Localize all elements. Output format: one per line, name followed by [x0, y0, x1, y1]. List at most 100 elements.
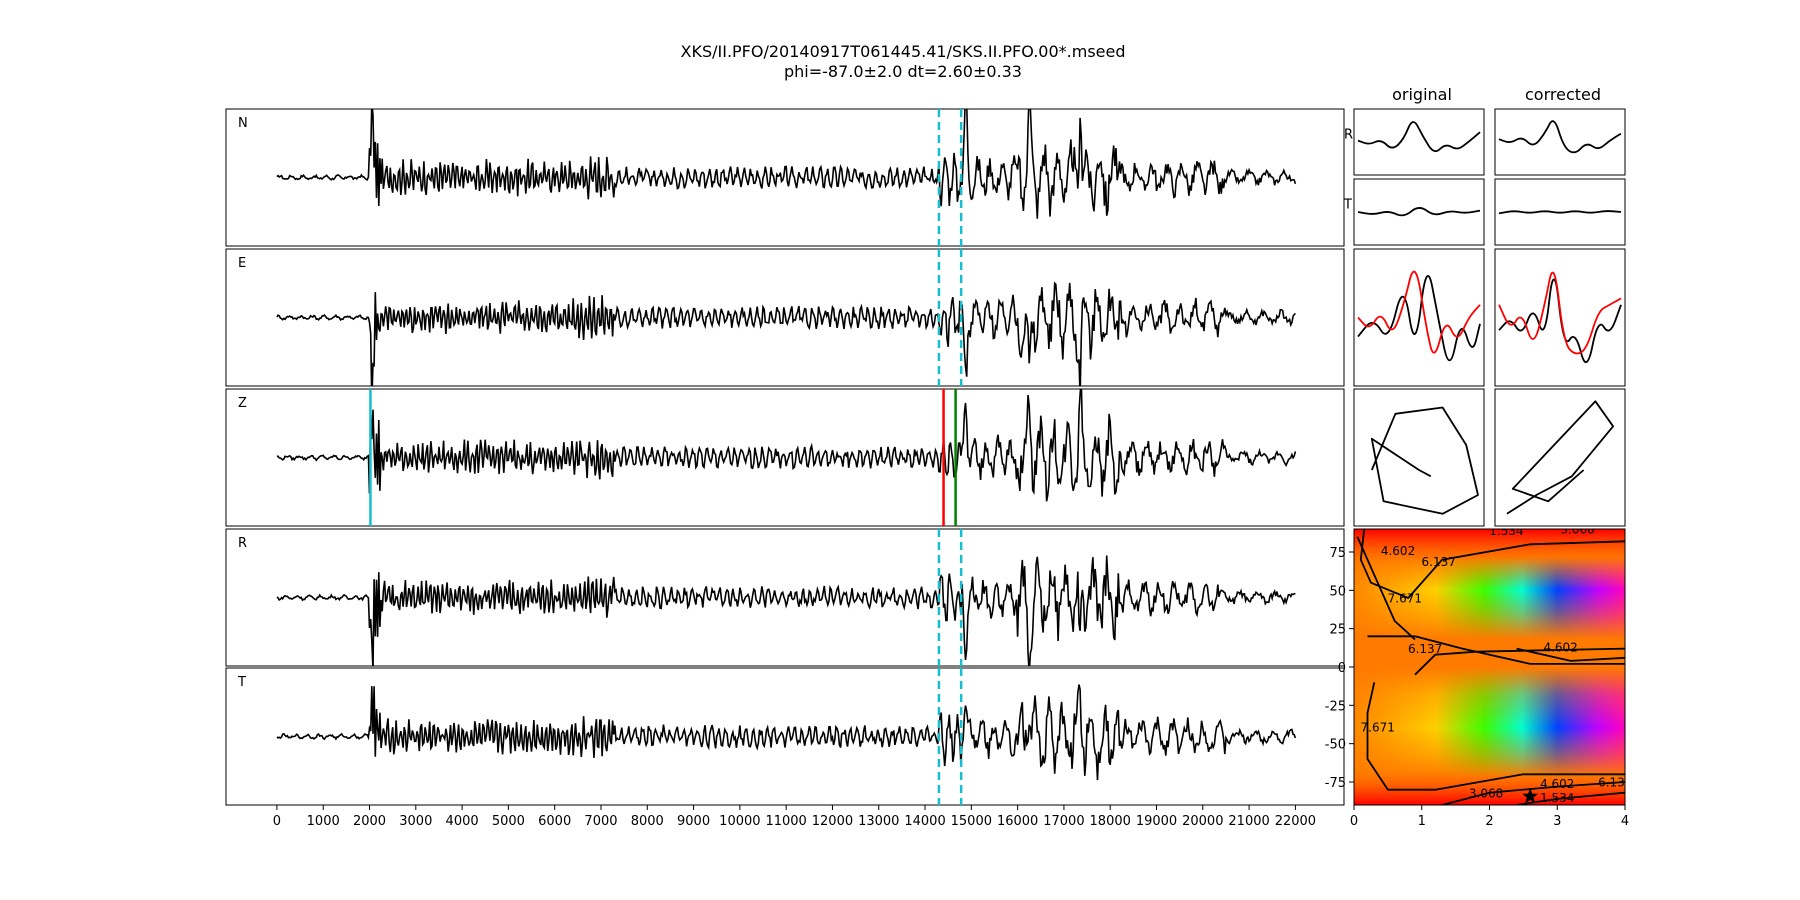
- trace-line: [276, 109, 1297, 219]
- x-tick-label: 20000: [1182, 814, 1223, 829]
- panel-frame: [225, 528, 1345, 667]
- contour-line: [1441, 781, 1625, 805]
- panel-frame: [1353, 248, 1485, 387]
- panel-label: N: [238, 116, 248, 131]
- trace-line: [276, 281, 1296, 386]
- x-tick-label: 16000: [997, 814, 1038, 829]
- panel-frame: [225, 667, 1345, 806]
- original-panel-3: [1353, 388, 1485, 527]
- series-line: [1357, 121, 1481, 153]
- original-panel-2: [1353, 248, 1485, 387]
- contour-label: 3.068: [1560, 523, 1594, 537]
- x-tick-label: 22000: [1275, 814, 1316, 829]
- y-tick-label: -75: [1325, 776, 1346, 791]
- waveform-panel-z: Z: [225, 388, 1345, 527]
- panel-frame: [1494, 388, 1626, 527]
- trace-line: [276, 389, 1297, 502]
- contour-line: [1516, 791, 1625, 805]
- x-tick-label: 21000: [1228, 814, 1269, 829]
- contour-line: [1414, 647, 1625, 676]
- x-tick-label: 13000: [858, 814, 899, 829]
- series-line: [1370, 406, 1479, 515]
- waveform-panels: N E Z R T 0 1000 2000 3000 4000 5000 6000 7000 8000 90…: [225, 108, 1345, 829]
- y-tick-label: -25: [1325, 699, 1346, 714]
- panel-label: Z: [238, 396, 247, 411]
- x-tick-label: 4000: [446, 814, 479, 829]
- waveform-panel-n: N: [225, 108, 1345, 247]
- contour-label: 3.068: [1469, 786, 1503, 800]
- contour-label: 6.137: [1408, 642, 1442, 656]
- x-tick-label: 17000: [1043, 814, 1084, 829]
- y-tick-label: 75: [1329, 546, 1346, 561]
- x-tick-label: 10000: [719, 814, 760, 829]
- figure-title: XKS/II.PFO/20140917T061445.41/SKS.II.PFO…: [681, 42, 1126, 61]
- series-line: [1498, 278, 1622, 363]
- contour-line: [1356, 536, 1416, 641]
- original-panel-1: T: [1343, 178, 1485, 246]
- contour-label: 4.602: [1540, 777, 1574, 791]
- x-tick-label: 1000: [307, 814, 340, 829]
- series-line: [1357, 274, 1481, 362]
- best-fit-star-icon: [1522, 787, 1539, 804]
- contour-label: 7.671: [1361, 720, 1395, 734]
- y-tick-label: 25: [1329, 623, 1346, 638]
- error-surface-heatmap: 1.534 3.068 4.602 6.137 7.671 6.137 4.602 7.671…: [1325, 523, 1629, 829]
- panel-frame: [225, 388, 1345, 527]
- contour-label: 6.13: [1598, 776, 1625, 790]
- figure-subtitle: phi=-87.0±2.0 dt=2.60±0.33: [784, 62, 1022, 81]
- red-series-line: [1357, 270, 1481, 354]
- contour-label: 4.602: [1543, 641, 1577, 655]
- series-line: [1357, 207, 1481, 217]
- x-tick-label: 14000: [904, 814, 945, 829]
- panel-frame: [1353, 108, 1485, 176]
- x-tick-label: 5000: [492, 814, 525, 829]
- y-tick-label: -50: [1325, 738, 1346, 753]
- panel-label: T: [237, 675, 246, 690]
- panel-frame: [225, 108, 1345, 247]
- contour-label: 7.671: [1388, 592, 1422, 606]
- panel-label: R: [238, 536, 247, 551]
- panel-frame: [1494, 178, 1626, 246]
- corrected-panel-1: [1494, 178, 1626, 246]
- y-tick-label: 50: [1329, 584, 1346, 599]
- trace-line: [276, 555, 1296, 666]
- x-tick-label: 12000: [812, 814, 853, 829]
- original-column-title: original: [1392, 85, 1452, 104]
- contour-line: [1367, 635, 1625, 665]
- corrected-column-title: corrected: [1525, 85, 1601, 104]
- waveform-panel-r: R: [225, 528, 1345, 667]
- x-tick-label: 3: [1553, 814, 1561, 829]
- x-tick-label: 0: [1350, 814, 1358, 829]
- original-panel-0: R: [1344, 108, 1485, 176]
- corrected-panel-2: [1494, 248, 1626, 387]
- x-tick-label: 8000: [631, 814, 664, 829]
- x-tick-label: 4: [1621, 814, 1629, 829]
- panel-label: R: [1344, 128, 1353, 143]
- waveform-panel-t: T: [225, 667, 1345, 806]
- panel-frame: [1353, 178, 1485, 246]
- panel-label: E: [238, 256, 246, 271]
- x-tick-label: 1: [1418, 814, 1426, 829]
- panel-label: T: [1343, 198, 1352, 213]
- trace-line: [276, 684, 1297, 781]
- x-tick-label: 2: [1485, 814, 1493, 829]
- x-tick-label: 15000: [951, 814, 992, 829]
- x-tick-label: 2000: [353, 814, 386, 829]
- contour-lines: 1.534 3.068 4.602 6.137 7.671 6.137 4.602 7.671…: [1356, 523, 1625, 805]
- corrected-panel-0: [1494, 108, 1626, 176]
- x-tick-label: 6000: [538, 814, 571, 829]
- panel-frame: [1494, 248, 1626, 387]
- x-tick-label: 9000: [677, 814, 710, 829]
- contour-line: [1516, 647, 1625, 662]
- contour-label: 6.137: [1422, 555, 1456, 569]
- panel-frame: [1353, 388, 1485, 527]
- contour-line: [1359, 529, 1625, 599]
- series-line: [1498, 210, 1622, 215]
- x-tick-label: 18000: [1090, 814, 1131, 829]
- contour-label: 4.602: [1381, 544, 1415, 558]
- x-tick-label: 7000: [584, 814, 617, 829]
- red-series-line: [1498, 271, 1622, 355]
- contour-line: [1366, 682, 1625, 791]
- y-tick-label: 0: [1338, 661, 1346, 676]
